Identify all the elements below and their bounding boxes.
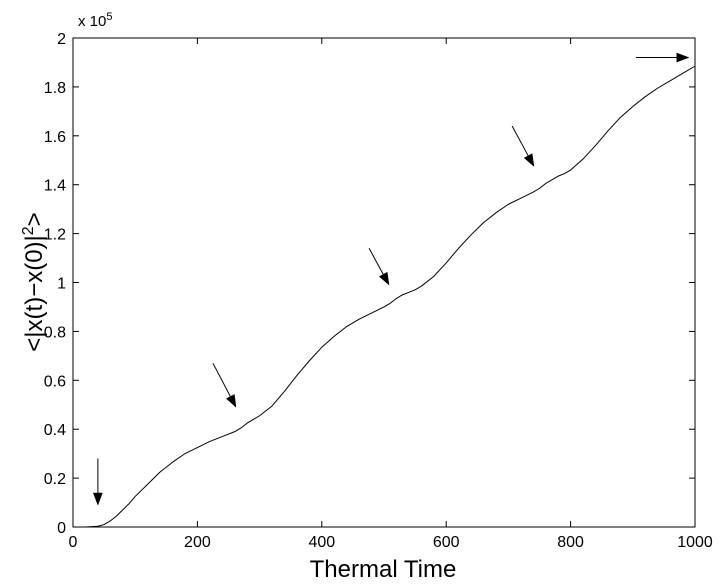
annotation-arrow-shaft (212, 362, 231, 397)
y-tick-label: 1 (57, 276, 66, 293)
x-tick-label: 1000 (677, 534, 713, 551)
y-tick-label: 0.8 (44, 324, 66, 341)
y-tick-label: 1.8 (44, 80, 66, 97)
y-tick-label: 0.4 (44, 422, 66, 439)
x-tick-label: 600 (433, 534, 460, 551)
annotation-arrow-shaft (368, 248, 384, 275)
annotation-arrow-head (378, 271, 390, 286)
x-tick-label: 400 (308, 534, 335, 551)
y-tick-label: 2 (57, 31, 66, 48)
y-tick-label: 1.2 (44, 227, 66, 244)
x-tick-label: 800 (557, 534, 584, 551)
y-axis-label-sup: 2 (20, 226, 37, 235)
annotation-arrow-head (225, 394, 237, 408)
y-tick-label: 1.6 (44, 129, 66, 146)
series-line (73, 65, 696, 528)
x-tick-label: 0 (69, 534, 78, 551)
y-axis-label: <|x(t)−x(0)|2> (20, 212, 48, 351)
y-axis-label-end: > (21, 212, 48, 226)
y-tick-label: 0.6 (44, 373, 66, 390)
y-scale-note: x 105 (78, 11, 112, 30)
y-scale-exponent: 5 (106, 11, 112, 23)
y-tick-label: 0 (57, 520, 66, 537)
y-tick-label: 1.4 (44, 178, 66, 195)
y-scale-prefix: x 10 (78, 13, 106, 30)
annotation-arrow-head (523, 153, 535, 167)
y-axis-label-main: <|x(t)−x(0)| (21, 235, 48, 351)
annotation-arrow-head (676, 52, 690, 63)
annotation-arrow-head (93, 492, 103, 506)
y-tick-label: 0.2 (44, 471, 66, 488)
x-axis-label: Thermal Time (310, 556, 457, 583)
annotation-arrow-shaft (511, 125, 529, 157)
x-tick-label: 200 (184, 534, 211, 551)
plot-frame (72, 37, 696, 528)
